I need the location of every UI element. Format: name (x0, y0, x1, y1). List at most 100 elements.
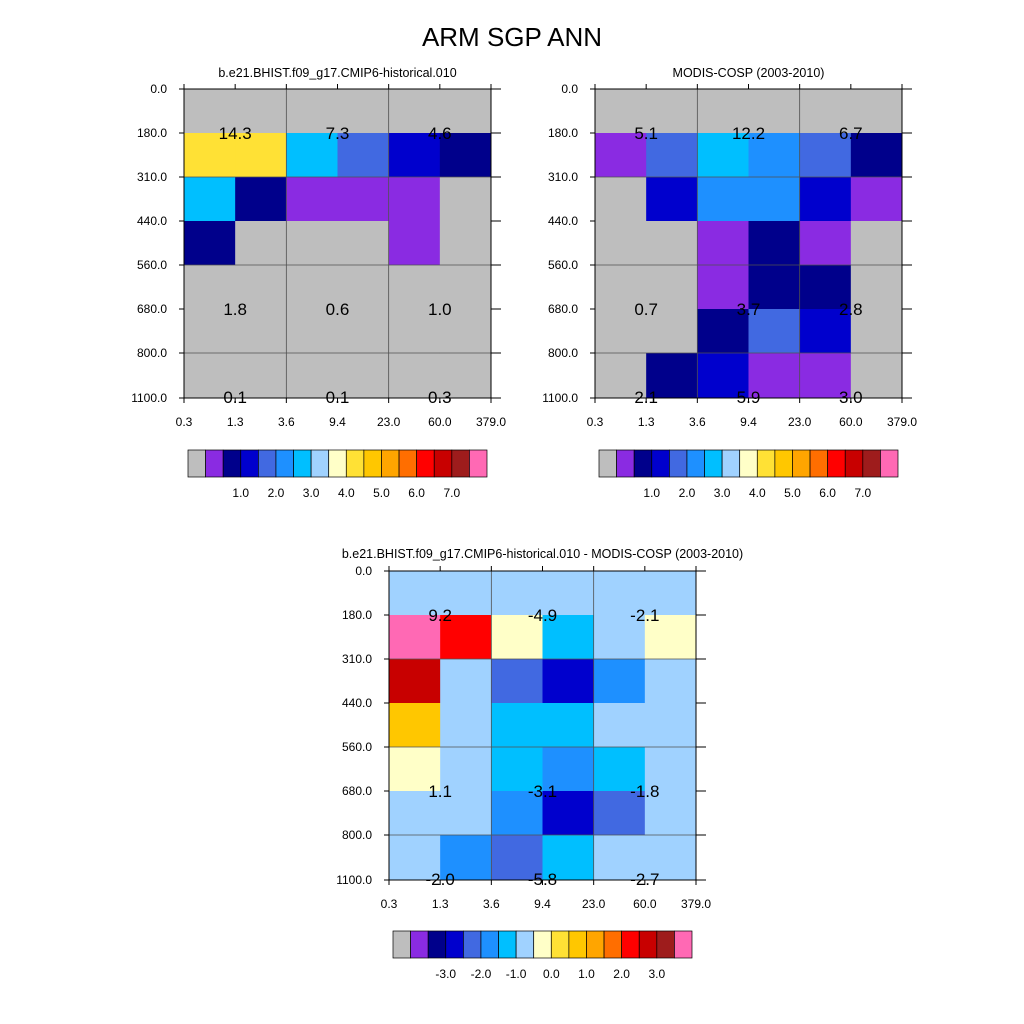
heatmap-cell (337, 353, 390, 399)
heatmap-cell (748, 309, 801, 354)
heatmap-cell (235, 177, 287, 222)
heatmap-cell (388, 265, 441, 310)
x-tick-label: 9.4 (740, 415, 757, 429)
heatmap-cell (491, 615, 543, 660)
heatmap-cell (337, 89, 390, 134)
colorbar-label: 1.0 (578, 967, 595, 981)
colorbar-label: 0.0 (543, 967, 560, 981)
colorbar-swatch (603, 930, 622, 959)
y-tick-label: 310.0 (137, 170, 167, 184)
colorbar-swatch (656, 930, 675, 959)
colorbar-swatch (498, 930, 517, 959)
colorbar-swatch (463, 930, 482, 959)
x-tick-label: 0.3 (176, 415, 193, 429)
panel-title: b.e21.BHIST.f09_g17.CMIP6-historical.010 (218, 66, 456, 80)
x-tick-label: 1.3 (638, 415, 655, 429)
heatmap-cell (542, 791, 595, 836)
heatmap-cell (337, 309, 390, 354)
colorbar-swatch (398, 449, 417, 478)
heatmap-cell (286, 221, 338, 266)
x-tick-label: 60.0 (633, 897, 657, 911)
y-tick-label: 310.0 (342, 652, 372, 666)
heatmap-cell (644, 791, 697, 836)
x-tick-label: 379.0 (476, 415, 506, 429)
cell-value-label: -4.9 (528, 606, 557, 625)
heatmap-cell (799, 133, 852, 178)
colorbar-label: 2.0 (613, 967, 630, 981)
heatmap-cell (389, 835, 441, 881)
y-tick-label: 180.0 (548, 126, 578, 140)
heatmap-cell (491, 659, 543, 704)
heatmap-cell (542, 615, 595, 660)
heatmap-cell (697, 89, 749, 134)
heatmap-cell (697, 309, 749, 354)
cell-value-label: 0.3 (428, 388, 452, 407)
heatmap-cell (850, 177, 903, 222)
heatmap-cell (439, 89, 492, 134)
heatmap-cell (184, 309, 236, 354)
colorbar-swatch (862, 449, 881, 478)
colorbar-label: 7.0 (443, 486, 460, 500)
x-tick-label: 379.0 (887, 415, 917, 429)
heatmap-cell (439, 221, 492, 266)
heatmap-cell (389, 747, 441, 792)
heatmap-cell (440, 703, 492, 748)
y-tick-label: 440.0 (137, 214, 167, 228)
cell-value-label: 7.3 (326, 124, 350, 143)
heatmap-cell (235, 221, 287, 266)
heatmap-cell (388, 309, 441, 354)
cell-value-label: 2.8 (839, 300, 863, 319)
colorbar-swatch (651, 449, 670, 478)
cell-value-label: 4.6 (428, 124, 452, 143)
colorbar-swatch (293, 449, 312, 478)
heatmap-cell (697, 353, 749, 399)
colorbar-swatch (669, 449, 688, 478)
heatmap-cell (440, 835, 492, 881)
heatmap-cell (439, 265, 492, 310)
heatmap-cell (799, 265, 852, 310)
colorbar-swatch (586, 930, 605, 959)
colorbar-swatch (363, 449, 382, 478)
heatmap-cell (440, 615, 492, 660)
heatmap-cell (593, 571, 646, 616)
x-tick-label: 60.0 (428, 415, 452, 429)
heatmap-cell (542, 571, 595, 616)
heatmap-cell (593, 835, 646, 881)
colorbar-swatch (844, 449, 864, 478)
heatmap-cell (748, 265, 801, 310)
colorbar-swatch (686, 449, 705, 478)
heatmap-cell (646, 221, 698, 266)
colorbar-swatch (310, 449, 330, 478)
x-tick-label: 9.4 (329, 415, 346, 429)
heatmap-cell (850, 309, 903, 354)
heatmap-cell (595, 309, 647, 354)
colorbar-swatch (392, 930, 411, 959)
colorbar-swatch (568, 930, 587, 959)
heatmap-cell (542, 703, 595, 748)
y-tick-label: 680.0 (548, 302, 578, 316)
heatmap-cell (644, 835, 697, 881)
heatmap-cell (748, 177, 801, 222)
colorbar-swatch (469, 449, 488, 478)
colorbar-swatch (827, 449, 846, 478)
cell-value-label: 0.1 (223, 388, 247, 407)
x-tick-label: 379.0 (681, 897, 711, 911)
colorbar-swatch (598, 449, 617, 478)
heatmap-cell (799, 353, 852, 399)
heatmap-cell (491, 747, 543, 792)
colorbar-label: 2.0 (679, 486, 696, 500)
heatmap-cell (799, 89, 852, 134)
heatmap-panel-3: b.e21.BHIST.f09_g17.CMIP6-historical.010… (336, 547, 743, 981)
cell-value-label: 3.0 (839, 388, 863, 407)
panels: b.e21.BHIST.f09_g17.CMIP6-historical.010… (131, 66, 917, 981)
heatmap-cell (646, 89, 698, 134)
y-tick-label: 180.0 (342, 608, 372, 622)
cell-value-label: 9.2 (428, 606, 452, 625)
colorbar-swatch (345, 449, 365, 478)
x-tick-label: 23.0 (788, 415, 812, 429)
colorbar-swatch (756, 449, 776, 478)
cell-value-label: 12.2 (732, 124, 765, 143)
heatmap-cell (389, 703, 441, 748)
heatmap-cell (799, 177, 852, 222)
heatmap-cell (439, 353, 492, 399)
